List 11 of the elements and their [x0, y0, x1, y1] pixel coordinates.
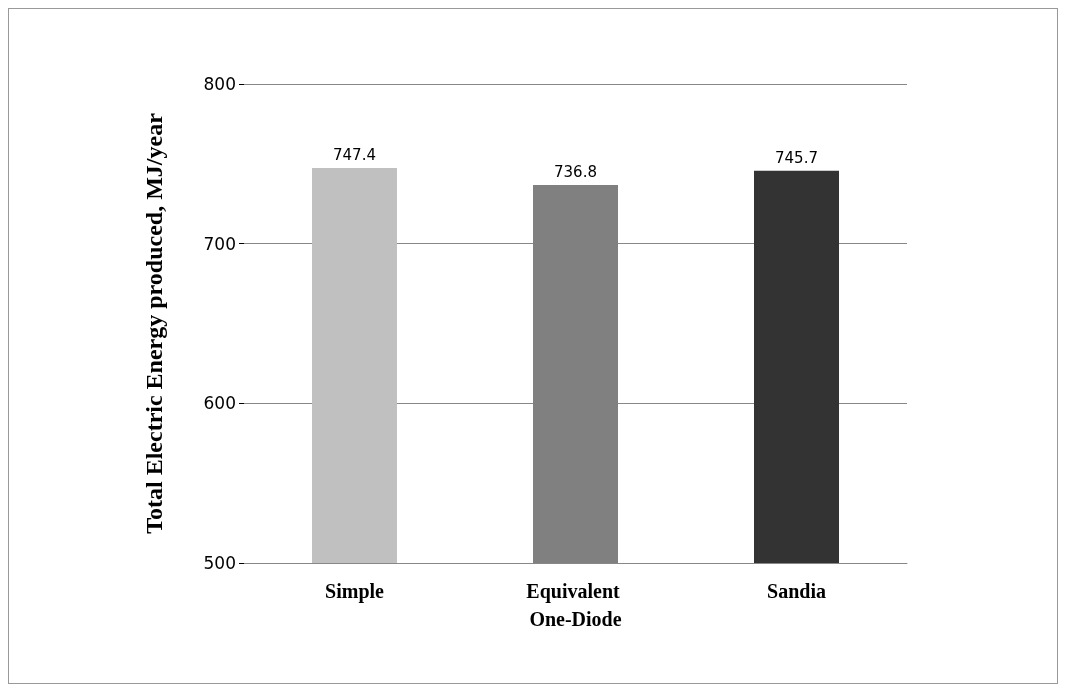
y-tick-label: 700: [203, 233, 236, 254]
data-label: 747.4: [333, 146, 376, 165]
y-tick-label: 800: [203, 74, 236, 94]
y-tick-label: 500: [203, 553, 236, 573]
data-label: 736.8: [554, 163, 597, 182]
data-label: 745.7: [775, 149, 818, 168]
y-axis-title: Total Electric Energy produced, MJ/year: [141, 112, 167, 534]
y-tick-label: 600: [203, 393, 236, 414]
x-tick-label: Equivalent One-Diode: [526, 580, 625, 630]
x-tick-label: Sandia: [767, 580, 826, 602]
x-tick-label: Simple: [325, 580, 385, 603]
